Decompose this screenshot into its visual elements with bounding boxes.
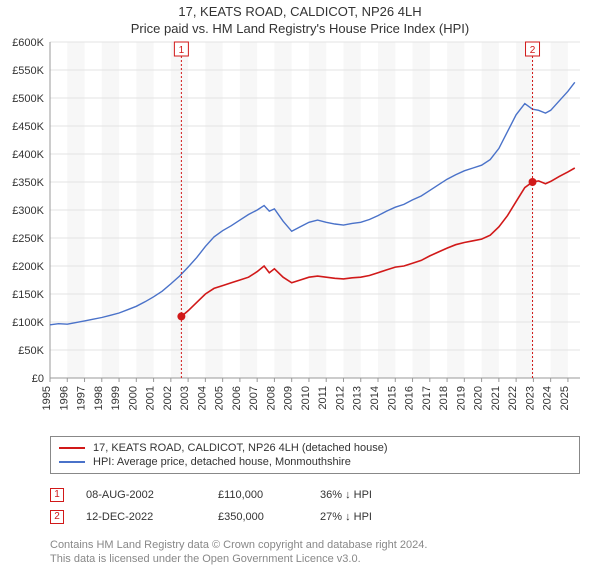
- svg-text:2010: 2010: [300, 386, 312, 410]
- legend-label: 17, KEATS ROAD, CALDICOT, NP26 4LH (deta…: [93, 442, 387, 454]
- svg-text:2017: 2017: [421, 386, 433, 410]
- svg-text:£350K: £350K: [12, 177, 44, 189]
- svg-text:£550K: £550K: [12, 65, 44, 77]
- svg-text:2013: 2013: [352, 386, 364, 410]
- footnote-line-1: Contains HM Land Registry data © Crown c…: [50, 538, 580, 552]
- legend-box: 17, KEATS ROAD, CALDICOT, NP26 4LH (deta…: [50, 436, 580, 474]
- svg-text:2001: 2001: [145, 386, 157, 410]
- title-block: 17, KEATS ROAD, CALDICOT, NP26 4LH Price…: [0, 0, 600, 36]
- svg-text:£500K: £500K: [12, 93, 44, 105]
- chart-svg: £0 £50K £100K £150K £200K £250K £300K £350K £400…: [0, 36, 600, 428]
- svg-text:1997: 1997: [76, 386, 88, 410]
- svg-text:1: 1: [179, 45, 185, 56]
- sale-price: £110,000: [218, 489, 298, 501]
- sale-price: £350,000: [218, 511, 298, 523]
- svg-text:£0: £0: [32, 373, 44, 385]
- svg-text:£450K: £450K: [12, 121, 44, 133]
- svg-text:2020: 2020: [473, 386, 485, 410]
- sales-table: 1 08-AUG-2002 £110,000 36% ↓ HPI 2 12-DEC-202…: [50, 484, 580, 528]
- svg-text:2000: 2000: [127, 386, 139, 410]
- title-address: 17, KEATS ROAD, CALDICOT, NP26 4LH: [0, 4, 600, 19]
- page-root: 17, KEATS ROAD, CALDICOT, NP26 4LH Price…: [0, 0, 600, 567]
- svg-text:£400K: £400K: [12, 149, 44, 161]
- sale-marker: 2: [50, 510, 64, 524]
- svg-text:2024: 2024: [542, 386, 554, 410]
- svg-text:£300K: £300K: [12, 205, 44, 217]
- svg-text:£200K: £200K: [12, 261, 44, 273]
- svg-text:2025: 2025: [559, 386, 571, 410]
- svg-text:2022: 2022: [507, 386, 519, 410]
- sale-date: 08-AUG-2002: [86, 489, 196, 501]
- svg-text:2012: 2012: [334, 386, 346, 410]
- svg-text:2016: 2016: [404, 386, 416, 410]
- svg-text:2009: 2009: [283, 386, 295, 410]
- svg-text:1998: 1998: [93, 386, 105, 410]
- svg-text:2021: 2021: [490, 386, 502, 410]
- svg-text:£250K: £250K: [12, 233, 44, 245]
- sale-marker: 1: [50, 488, 64, 502]
- sale-row: 2 12-DEC-2022 £350,000 27% ↓ HPI: [50, 506, 580, 528]
- svg-text:£600K: £600K: [12, 37, 44, 49]
- svg-text:2004: 2004: [196, 386, 208, 410]
- svg-text:2005: 2005: [214, 386, 226, 410]
- svg-text:2: 2: [530, 45, 536, 56]
- svg-text:2008: 2008: [265, 386, 277, 410]
- svg-text:2018: 2018: [438, 386, 450, 410]
- svg-text:2023: 2023: [524, 386, 536, 410]
- svg-text:2019: 2019: [455, 386, 467, 410]
- sale-row: 1 08-AUG-2002 £110,000 36% ↓ HPI: [50, 484, 580, 506]
- svg-text:1996: 1996: [58, 386, 70, 410]
- svg-text:1999: 1999: [110, 386, 122, 410]
- svg-text:£50K: £50K: [18, 345, 44, 357]
- sale-diff: 36% ↓ HPI: [320, 489, 420, 501]
- svg-text:2002: 2002: [162, 386, 174, 410]
- svg-text:1995: 1995: [41, 386, 53, 410]
- legend-row: HPI: Average price, detached house, Monm…: [59, 455, 571, 469]
- svg-text:£100K: £100K: [12, 317, 44, 329]
- chart: £0 £50K £100K £150K £200K £250K £300K £350K £400…: [0, 36, 600, 428]
- title-subtitle: Price paid vs. HM Land Registry's House …: [0, 21, 600, 36]
- sale-date: 12-DEC-2022: [86, 511, 196, 523]
- legend-label: HPI: Average price, detached house, Monm…: [93, 456, 351, 468]
- legend-row: 17, KEATS ROAD, CALDICOT, NP26 4LH (deta…: [59, 441, 571, 455]
- svg-text:2006: 2006: [231, 386, 243, 410]
- svg-text:2003: 2003: [179, 386, 191, 410]
- sale-diff: 27% ↓ HPI: [320, 511, 420, 523]
- svg-text:2014: 2014: [369, 386, 381, 410]
- legend-swatch: [59, 447, 85, 449]
- svg-text:2007: 2007: [248, 386, 260, 410]
- svg-text:2015: 2015: [386, 386, 398, 410]
- legend-swatch: [59, 461, 85, 463]
- svg-text:£150K: £150K: [12, 289, 44, 301]
- footnote: Contains HM Land Registry data © Crown c…: [50, 538, 580, 567]
- footnote-line-2: This data is licensed under the Open Gov…: [50, 552, 580, 566]
- svg-text:2011: 2011: [317, 386, 329, 410]
